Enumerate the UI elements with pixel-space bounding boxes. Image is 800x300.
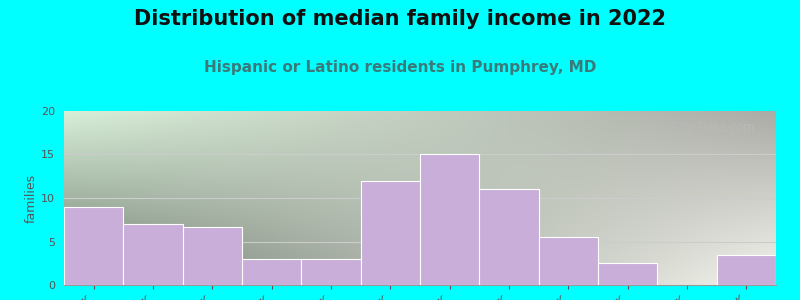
Bar	[182, 227, 242, 285]
Bar	[361, 181, 420, 285]
Bar	[123, 224, 182, 285]
Bar	[538, 237, 598, 285]
Bar	[302, 259, 361, 285]
Bar	[242, 259, 302, 285]
Bar	[717, 254, 776, 285]
Bar	[420, 154, 479, 285]
Bar	[64, 207, 123, 285]
Text: Distribution of median family income in 2022: Distribution of median family income in …	[134, 9, 666, 29]
Y-axis label: families: families	[25, 173, 38, 223]
Bar	[598, 263, 658, 285]
Text: City-Data.com: City-Data.com	[663, 122, 754, 134]
Text: Hispanic or Latino residents in Pumphrey, MD: Hispanic or Latino residents in Pumphrey…	[204, 60, 596, 75]
Bar	[479, 189, 538, 285]
